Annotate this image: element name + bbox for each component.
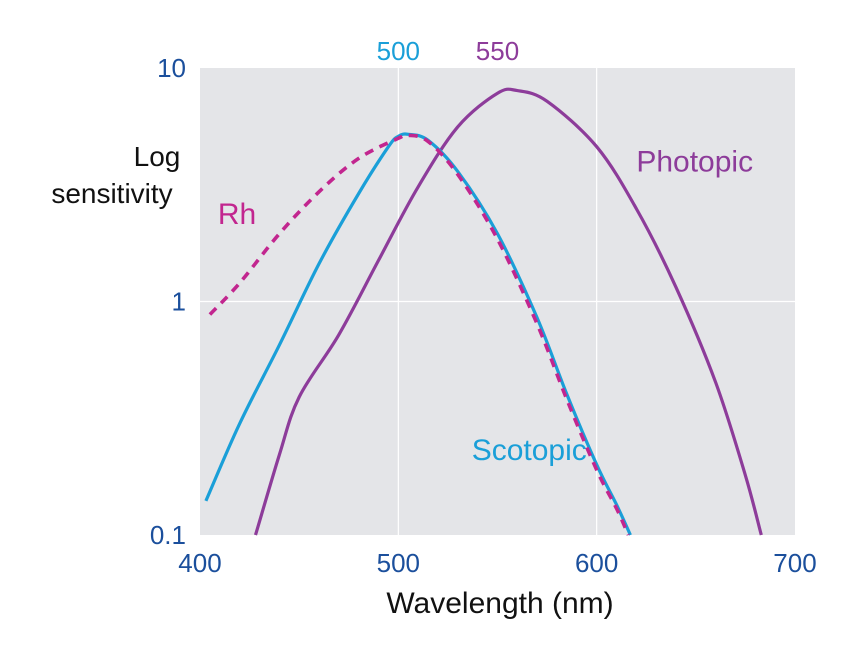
series-line-rh (208, 133, 631, 536)
x-axis-label: Wavelength (nm) (386, 587, 613, 620)
x-tick-label-500: 500 (377, 548, 420, 578)
x-tick-label-400: 400 (178, 548, 221, 578)
y-axis-label-line-1: Log (134, 141, 181, 172)
y-axis-label-line-2: sensitivity (51, 178, 172, 209)
series-line-photopic (253, 87, 763, 536)
series-layer (204, 87, 763, 536)
series-label-rh: Rh (218, 198, 256, 231)
series-label-photopic: Photopic (636, 146, 753, 179)
peak-marker-550: 550 (476, 36, 519, 66)
x-tick-label-600: 600 (575, 548, 618, 578)
tick-labels: 400 500 600 700 0.1 1 10 (150, 53, 817, 578)
y-tick-label-10: 10 (157, 53, 186, 83)
x-tick-label-700: 700 (773, 548, 816, 578)
series-labels: Scotopic Photopic Rh (218, 146, 753, 467)
y-tick-label-0.1: 0.1 (150, 520, 186, 550)
peak-marker-500: 500 (377, 36, 420, 66)
y-tick-label-1: 1 (172, 287, 186, 317)
series-label-scotopic: Scotopic (472, 434, 587, 467)
peak-markers: 500 550 (377, 36, 520, 66)
